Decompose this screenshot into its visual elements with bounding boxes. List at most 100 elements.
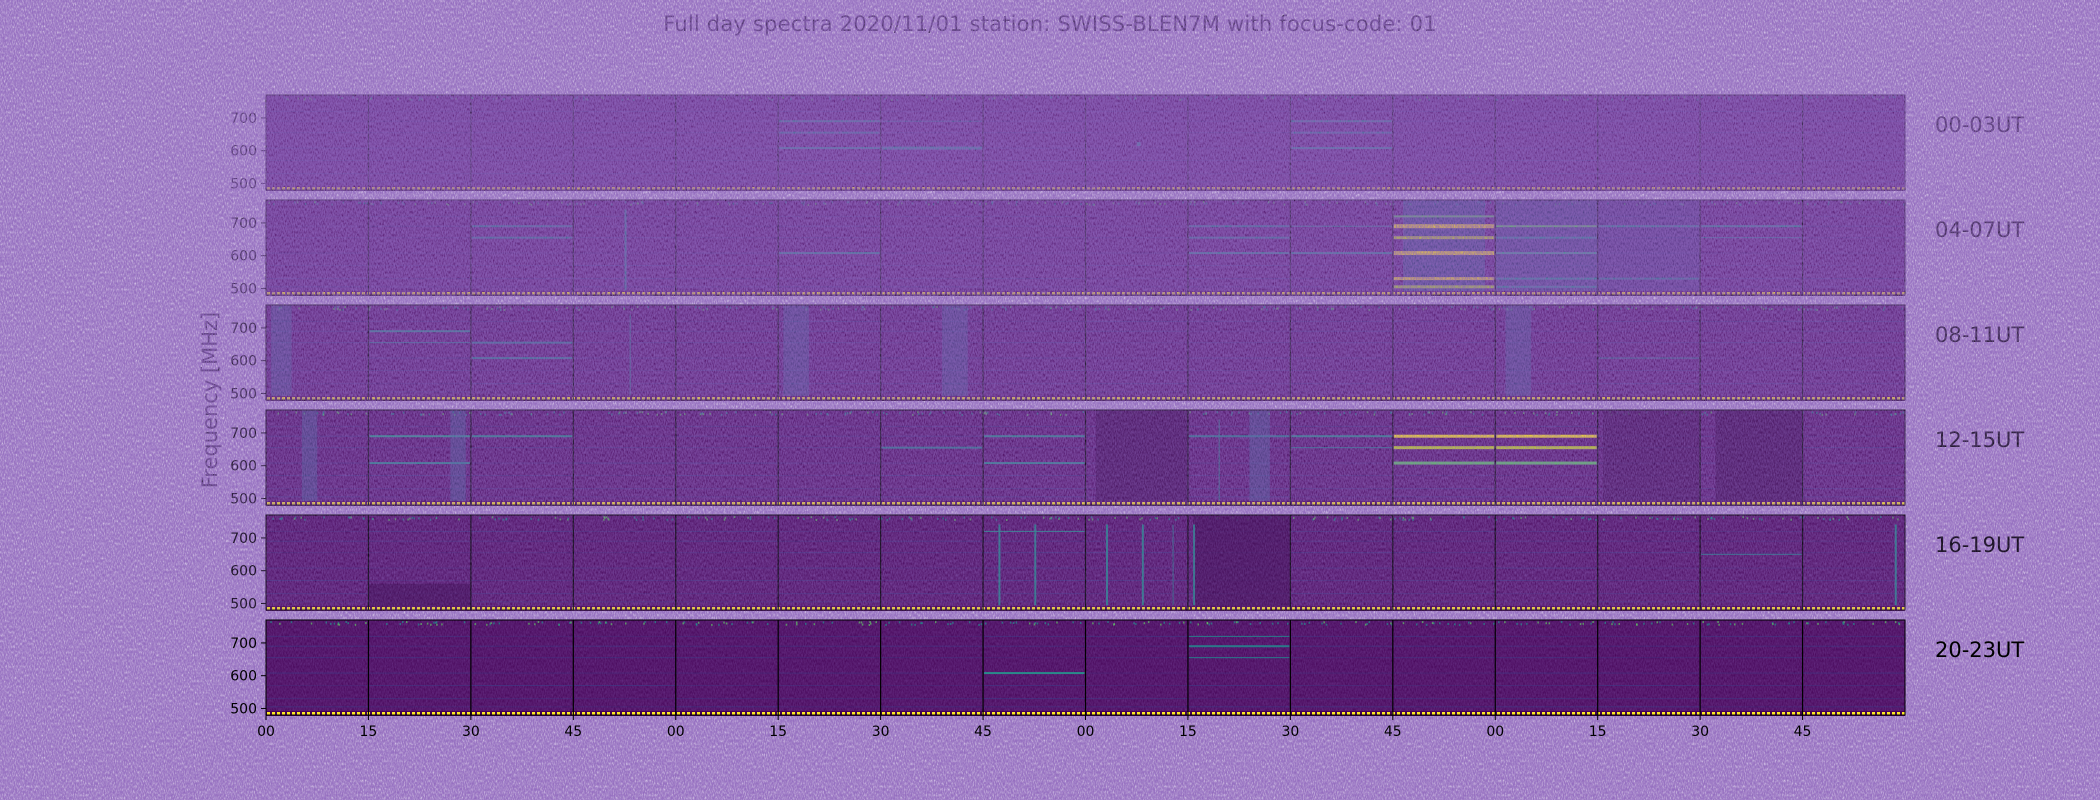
strip-dot xyxy=(912,292,915,295)
strip-dot xyxy=(1232,292,1235,295)
rfi-line-faint xyxy=(983,488,1086,490)
strip-dot xyxy=(1527,712,1530,715)
strip-dot xyxy=(307,607,310,610)
strip-dot xyxy=(327,292,330,295)
top-speckle xyxy=(1299,307,1302,310)
top-speckle xyxy=(1488,516,1490,519)
strip-dot xyxy=(1237,607,1240,610)
strip-dot xyxy=(1352,712,1355,715)
top-speckle xyxy=(1504,411,1506,414)
top-speckle xyxy=(723,621,725,624)
top-speckle xyxy=(1411,412,1413,415)
strip-dot xyxy=(682,502,685,505)
top-speckle xyxy=(1552,516,1555,519)
rfi-line-faint xyxy=(266,330,369,332)
strip-dot xyxy=(1412,712,1415,715)
rfi-line-faint xyxy=(983,181,1086,183)
top-speckle xyxy=(1399,517,1401,520)
strip-dot xyxy=(1437,502,1440,505)
strip-dot xyxy=(1117,712,1120,715)
strip-dot xyxy=(1422,397,1425,400)
strip-dot xyxy=(1092,607,1095,610)
top-speckle xyxy=(436,623,438,626)
strip-dot xyxy=(1647,502,1650,505)
strip-dot xyxy=(827,397,830,400)
top-speckle xyxy=(1717,307,1719,310)
strip-dot xyxy=(1882,502,1885,505)
rfi-line-faint xyxy=(368,580,471,582)
strip-dot xyxy=(1602,292,1605,295)
strip-dot xyxy=(1082,292,1085,295)
top-speckle xyxy=(1251,307,1253,310)
strip-dot xyxy=(1382,397,1385,400)
rfi-line-faint xyxy=(675,530,779,532)
top-speckle xyxy=(1620,517,1622,520)
strip-dot xyxy=(1032,712,1035,715)
rfi-line-faint xyxy=(880,215,984,217)
strip-dot xyxy=(1467,607,1470,610)
strip-dot xyxy=(1612,187,1615,190)
strip-dot xyxy=(1792,607,1795,610)
rfi-line-faint xyxy=(470,330,574,332)
strip-dot xyxy=(872,712,875,715)
strip-dot xyxy=(1297,712,1300,715)
strip-dot xyxy=(642,502,645,505)
strip-dot xyxy=(612,712,615,715)
top-speckle xyxy=(1854,413,1856,416)
top-speckle xyxy=(333,307,335,310)
rfi-line-faint xyxy=(1802,593,1905,595)
rfi-line-faint xyxy=(1597,685,1701,687)
strip-dot xyxy=(1452,397,1455,400)
strip-dot xyxy=(1492,187,1495,190)
rfi-line-faint xyxy=(880,383,984,385)
top-speckle xyxy=(1536,413,1538,416)
strip-dot xyxy=(1652,502,1655,505)
strip-dot xyxy=(887,712,890,715)
rfi-line-faint xyxy=(1802,698,1905,700)
top-speckle xyxy=(279,517,281,520)
top-speckle xyxy=(1028,622,1031,625)
strip-dot xyxy=(402,712,405,715)
top-speckle xyxy=(1290,98,1293,101)
strip-dot xyxy=(1667,712,1670,715)
y-tick-label: 500 xyxy=(230,596,257,612)
strip-dot xyxy=(382,292,385,295)
strip-dot xyxy=(1002,187,1005,190)
strip-dot xyxy=(1262,712,1265,715)
top-speckle xyxy=(1723,97,1725,100)
top-speckle xyxy=(454,306,456,309)
rfi-line-faint xyxy=(1290,698,1393,700)
top-speckle xyxy=(937,201,939,204)
top-speckle xyxy=(1502,306,1505,309)
top-speckle xyxy=(979,411,982,414)
strip-dot xyxy=(1387,292,1390,295)
strip-dot xyxy=(1052,502,1055,505)
top-speckle xyxy=(1821,413,1824,416)
strip-dot xyxy=(402,292,405,295)
strip-dot xyxy=(1837,292,1840,295)
top-speckle xyxy=(647,412,649,415)
top-speckle xyxy=(1016,201,1018,204)
rfi-line-faint xyxy=(880,320,984,322)
strip-dot xyxy=(517,292,520,295)
top-speckle xyxy=(1368,308,1370,311)
strip-dot xyxy=(1647,397,1650,400)
strip-dot xyxy=(1747,292,1750,295)
rfi-line-faint xyxy=(266,672,369,674)
strip-dot xyxy=(1487,607,1490,610)
top-speckle xyxy=(1314,516,1316,519)
strip-dot xyxy=(687,292,690,295)
rfi-line-faint xyxy=(778,425,881,427)
strip-dot xyxy=(732,607,735,610)
strip-dot xyxy=(1832,607,1835,610)
strip-dot xyxy=(417,607,420,610)
strip-dot xyxy=(1397,607,1400,610)
rfi-line-faint xyxy=(1290,496,1393,498)
strip-dot xyxy=(437,607,440,610)
strip-dot xyxy=(772,292,775,295)
strip-dot xyxy=(1712,397,1715,400)
top-speckle xyxy=(1587,98,1589,101)
top-speckle xyxy=(1676,308,1679,311)
strip-dot xyxy=(1887,607,1890,610)
top-speckle xyxy=(705,307,708,310)
